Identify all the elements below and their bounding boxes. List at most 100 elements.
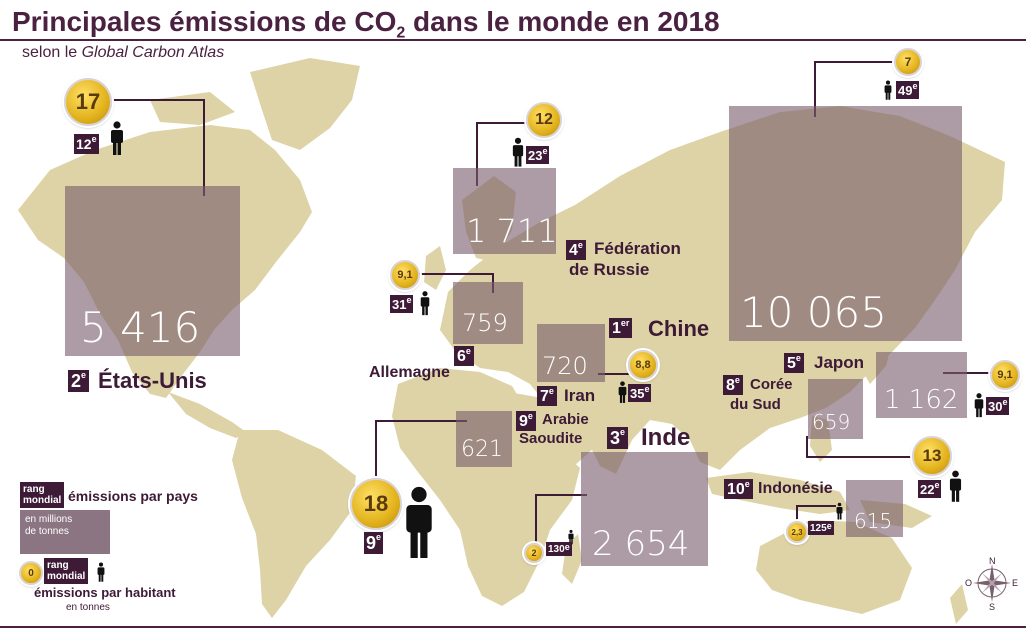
- compass-w: O: [965, 578, 972, 588]
- connector-line: [476, 122, 478, 186]
- emissions-box-india: [581, 452, 708, 566]
- connector-line: [203, 99, 205, 196]
- person-icon: [618, 381, 627, 403]
- per-capita-rank-indonesia: 125e: [808, 521, 834, 535]
- compass-n: N: [989, 556, 996, 566]
- per-capita-rank-germany: 31e: [390, 295, 414, 313]
- per-capita-rank-india: 130e: [546, 542, 572, 556]
- person-icon: [836, 502, 843, 520]
- connector-line: [806, 436, 808, 458]
- compass-e: E: [1012, 578, 1018, 588]
- emissions-box-korea: [808, 379, 863, 439]
- connector-line: [112, 99, 204, 101]
- rank-iran: 7e: [537, 386, 557, 406]
- connector-line: [535, 494, 587, 496]
- per-capita-rank-japan: 30e: [986, 397, 1010, 415]
- connector-line: [943, 372, 991, 374]
- compass-s: S: [989, 602, 995, 612]
- per-capita-rank-china: 49e: [896, 81, 920, 99]
- emissions-box-saudi: [456, 411, 512, 467]
- legend-coin: 0: [19, 561, 43, 585]
- per-capita-rank-usa: 12e: [74, 134, 99, 154]
- connector-line: [375, 420, 377, 488]
- country-name-saudi-line1: Arabie: [542, 411, 589, 428]
- per-capita-coin-korea: 13: [912, 436, 952, 476]
- country-name-japan: Japon: [814, 353, 865, 372]
- land-arctic-islands: [150, 92, 235, 125]
- map-title: Principales émissions de CO2 dans le mon…: [12, 6, 720, 42]
- connector-line: [406, 273, 493, 275]
- person-icon: [97, 562, 105, 582]
- country-name-india: Inde: [641, 424, 691, 451]
- land-central-america: [168, 392, 246, 438]
- land-uk: [424, 246, 446, 290]
- emissions-value-china: 10 065: [740, 288, 887, 337]
- emissions-box-iran: [537, 324, 605, 382]
- per-capita-rank-russia: 23e: [526, 146, 550, 164]
- connector-line: [375, 420, 467, 422]
- emissions-value-saudi: 621: [461, 437, 503, 462]
- rank-indonesia: 10e: [724, 479, 753, 499]
- country-name-germany: Allemagne: [369, 364, 450, 381]
- person-icon: [111, 121, 123, 155]
- per-capita-coin-japan: 9,1: [990, 360, 1020, 390]
- emissions-box-usa: [65, 186, 240, 356]
- rank-korea: 8e: [723, 375, 743, 395]
- per-capita-rank-saudi: 9e: [364, 532, 384, 554]
- legend-emissions-capita: émissions par habitant: [34, 585, 176, 600]
- emissions-box-germany: [453, 282, 523, 344]
- per-capita-rank-korea: 22e: [918, 480, 942, 498]
- emissions-value-russia: 1 711: [466, 212, 558, 250]
- rank-japan: 5e: [784, 353, 804, 373]
- rank-germany: 6e: [454, 346, 474, 366]
- title-rule: [0, 39, 1026, 41]
- legend-rank-badge: rang mondial: [20, 482, 65, 508]
- person-icon: [568, 529, 574, 545]
- per-capita-coin-indonesia: 2,3: [786, 521, 808, 543]
- per-capita-rank-iran: 35e: [628, 384, 652, 402]
- emissions-value-india: 2 654: [592, 524, 690, 564]
- connector-line: [535, 494, 537, 548]
- person-icon: [420, 291, 430, 316]
- per-capita-coin-germany: 9,1: [390, 260, 420, 290]
- emissions-value-japan: 1 162: [884, 385, 959, 415]
- legend-rank-badge-capita: rang mondial: [44, 558, 89, 584]
- land-greenland: [250, 58, 360, 150]
- land-new-zealand: [950, 584, 968, 624]
- land-australia: [756, 520, 912, 614]
- rank-usa: 2e: [68, 370, 90, 392]
- per-capita-coin-usa: 17: [64, 78, 112, 126]
- person-icon: [406, 486, 432, 558]
- connector-line: [814, 61, 816, 117]
- connector-line: [796, 505, 798, 527]
- rank-china: 1er: [609, 318, 633, 338]
- land-south-america: [232, 430, 356, 618]
- emissions-value-korea: 659: [812, 410, 851, 434]
- emissions-box-china: [729, 106, 962, 341]
- person-icon: [974, 393, 984, 418]
- connector-line: [806, 456, 912, 458]
- connector-line: [796, 505, 836, 507]
- connector-line: [476, 122, 538, 124]
- country-name-saudi-line2: Saoudite: [519, 430, 583, 447]
- emissions-value-indonesia: 615: [854, 509, 893, 533]
- map-subtitle: selon le Global Carbon Atlas: [22, 44, 225, 61]
- emissions-box-russia: [453, 168, 556, 254]
- connector-line: [814, 61, 896, 63]
- rank-saudi: 9e: [516, 411, 536, 431]
- legend-emissions-country: émissions par pays: [68, 488, 198, 504]
- country-name-russia-line2: de Russie: [569, 260, 650, 279]
- country-name-iran: Iran: [564, 386, 596, 405]
- per-capita-coin-china: 7: [894, 48, 922, 76]
- legend-unit-box: en millions de tonnes: [20, 510, 110, 554]
- legend-unit-capita: en tonnes: [66, 602, 110, 613]
- emissions-value-germany: 759: [462, 309, 508, 337]
- country-name-indonesia: Indonésie: [758, 480, 833, 497]
- country-name-usa: États-Unis: [98, 368, 207, 393]
- person-icon: [949, 470, 962, 502]
- emissions-value-usa: 5 416: [80, 303, 201, 352]
- per-capita-coin-iran: 8,8: [628, 350, 658, 380]
- country-name-china: Chine: [648, 316, 710, 341]
- per-capita-coin-russia: 12: [526, 102, 562, 138]
- bottom-rule: [0, 626, 1026, 628]
